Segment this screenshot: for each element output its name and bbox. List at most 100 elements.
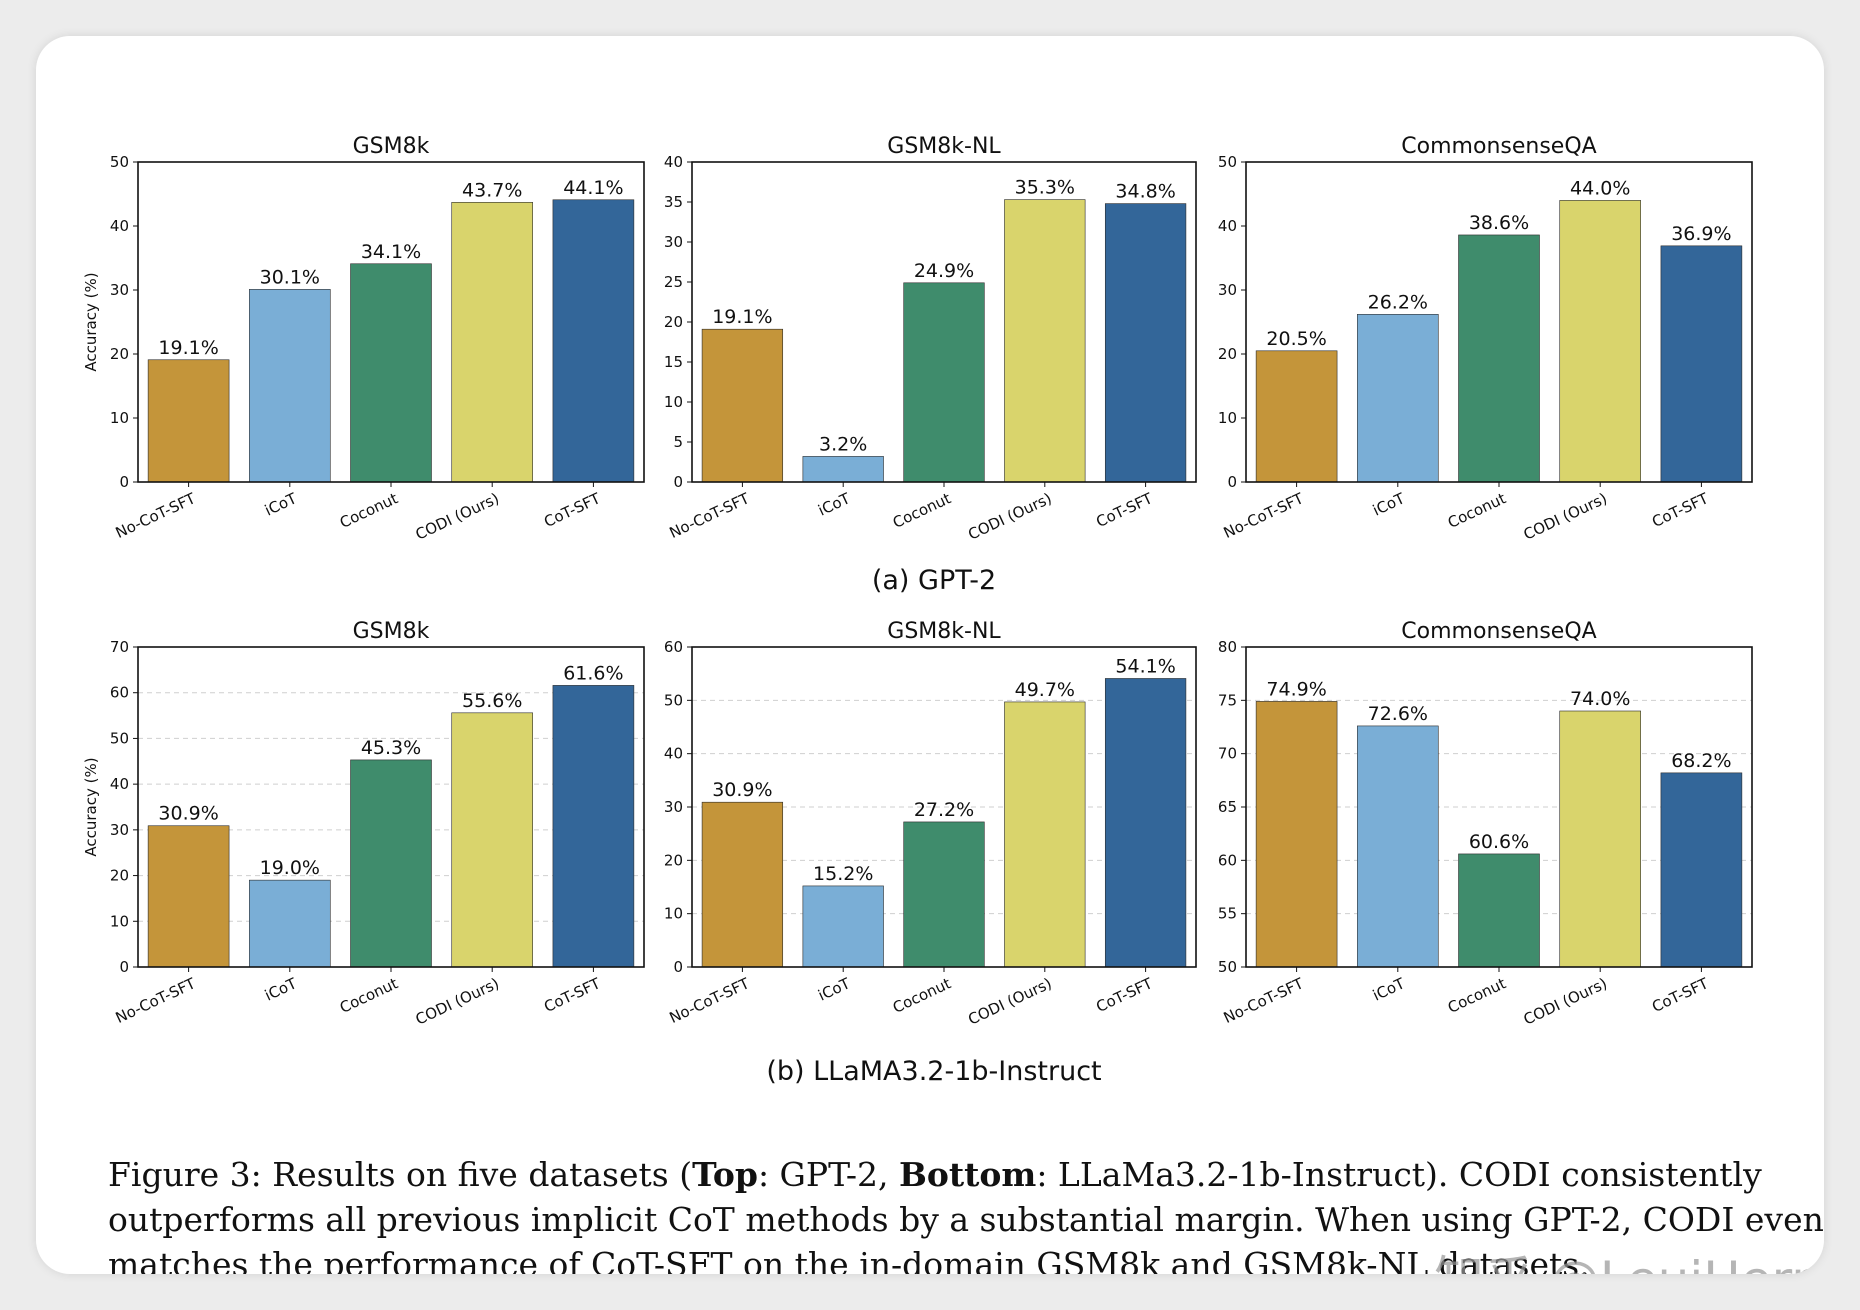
caption-top-bold: Top (692, 1155, 758, 1194)
chart-1-ytick-label: 0 (119, 473, 129, 491)
chart-1-bar-codi-ours (451, 202, 533, 483)
figure-canvas: (a) GPT-2 (b) LLaMA3.2-1b-Instruct GSM8k… (82, 134, 1753, 1087)
chart-6-bar-coconut (1458, 853, 1540, 968)
chart-5-value-label: 54.1% (1115, 655, 1175, 677)
chart-3-value-label: 44.0% (1570, 177, 1630, 199)
chart-4-value-label: 61.6% (563, 662, 623, 684)
chart-4-category-label: CoT-SFT (541, 974, 604, 1016)
chart-1-value-label: 43.7% (462, 179, 522, 201)
chart-3-bar-cot-sft (1660, 245, 1743, 483)
chart-4-frame (137, 646, 645, 968)
chart-5-value-label: 49.7% (1015, 679, 1075, 701)
chart-3-ytick-label: 10 (1218, 409, 1237, 427)
chart-1-value-label: 30.1% (260, 266, 320, 288)
chart-6-ytick-label: 55 (1218, 905, 1237, 923)
chart-4-bar-coconut (350, 759, 432, 968)
chart-5-category-label: iCoT (815, 974, 853, 1005)
chart-6-value-label: 74.0% (1570, 688, 1630, 710)
chart-4-ytick-label: 40 (110, 775, 129, 793)
caption-rest: : LLaMa3.2-1b-Instruct). CODI consistent… (108, 1155, 1824, 1274)
chart-4-ytick-label: 10 (110, 912, 129, 930)
chart-1-category-label: No-CoT-SFT (113, 489, 199, 542)
chart-2-category-label: No-CoT-SFT (667, 489, 753, 542)
chart-5-bar-icot (802, 885, 884, 968)
chart-6-category-label: No-CoT-SFT (1221, 974, 1307, 1027)
chart-4-bar-codi-ours (451, 712, 533, 968)
chart-6-value-label: 72.6% (1368, 703, 1428, 725)
chart-5-ytick-label: 0 (673, 958, 683, 976)
chart-3-ytick-label: 40 (1218, 217, 1237, 235)
chart-1-ytick-label: 10 (110, 409, 129, 427)
chart-6-bar-no-cot-sft (1255, 701, 1338, 968)
chart-3-category-label: CoT-SFT (1649, 489, 1712, 531)
chart-2-ytick-label: 35 (664, 193, 683, 211)
chart-2-ytick-label: 30 (664, 233, 683, 251)
chart-6-bar-icot (1357, 725, 1439, 968)
chart-1-value-label: 34.1% (361, 241, 421, 263)
chart-4-value-label: 55.6% (462, 690, 522, 712)
chart-5-bar-coconut (903, 821, 985, 968)
chart-4-ytick-label: 50 (110, 729, 129, 747)
chart-2-bar-cot-sft (1104, 203, 1187, 483)
chart-5-category-label: CODI (Ours) (965, 974, 1054, 1028)
chart-1-category-label: Coconut (337, 489, 401, 532)
chart-5-ytick-label: 60 (664, 638, 683, 656)
figure-caption: Figure 3: Results on five datasets (Top:… (108, 1152, 1824, 1274)
watermark: 知乎 @LeuiHern (1434, 1240, 1823, 1274)
caption-top-text: : GPT-2, (757, 1155, 899, 1194)
chart-3-category-label: No-CoT-SFT (1221, 489, 1307, 542)
chart-2-value-label: 19.1% (712, 306, 772, 328)
chart-4-value-label: 45.3% (361, 737, 421, 759)
chart-3-ytick-label: 50 (1218, 153, 1237, 171)
chart-3: CommonsenseQA 20.5% No-CoT-SFT 26.2% iCoT 38.… (1218, 134, 1753, 544)
chart-3-bar-no-cot-sft (1255, 350, 1338, 483)
chart-4-value-label: 30.9% (158, 803, 218, 825)
chart-2-value-label: 3.2% (819, 433, 867, 455)
chart-4-bar-cot-sft (552, 685, 635, 968)
chart-6-category-label: iCoT (1370, 974, 1408, 1005)
chart-3-value-label: 36.9% (1671, 223, 1731, 245)
chart-6-ytick-label: 50 (1218, 958, 1237, 976)
chart-1-bar-icot (249, 289, 331, 483)
chart-3-ytick-label: 20 (1218, 345, 1237, 363)
chart-2-ytick-label: 10 (664, 393, 683, 411)
chart-3-bar-icot (1357, 314, 1439, 483)
chart-2-ytick-label: 15 (664, 353, 683, 371)
chart-5-category-label: Coconut (890, 974, 954, 1017)
chart-2: GSM8k-NL 19.1% No-CoT-SFT 3.2% iCoT 24.9% Coco… (664, 134, 1197, 544)
chart-6: CommonsenseQA 74.9% No-CoT-SFT 72.6% iCoT 60.… (1218, 619, 1753, 1029)
chart-2-ytick-label: 0 (673, 473, 683, 491)
chart-5-ytick-label: 40 (664, 745, 683, 763)
chart-3-bar-codi-ours (1559, 200, 1641, 483)
chart-1-value-label: 19.1% (158, 337, 218, 359)
chart-4-category-label: iCoT (262, 974, 300, 1005)
chart-6-value-label: 60.6% (1469, 831, 1529, 853)
chart-6-bar-cot-sft (1660, 772, 1743, 968)
chart-6-frame (1245, 646, 1753, 968)
chart-1-bar-cot-sft (552, 199, 635, 483)
chart-2-value-label: 34.8% (1115, 181, 1175, 203)
chart-5-value-label: 15.2% (813, 863, 873, 885)
caption-bottom-bold: Bottom (899, 1155, 1037, 1194)
chart-5-value-label: 27.2% (914, 799, 974, 821)
chart-3-bar-coconut (1458, 234, 1540, 483)
chart-1-category-label: CoT-SFT (541, 489, 604, 531)
chart-2-title: GSM8k-NL (887, 134, 1001, 159)
chart-2-value-label: 35.3% (1015, 177, 1075, 199)
chart-3-value-label: 38.6% (1469, 212, 1529, 234)
chart-1-category-label: iCoT (262, 489, 300, 520)
chart-5-ytick-label: 10 (664, 905, 683, 923)
chart-1-value-label: 44.1% (563, 177, 623, 199)
chart-4-value-label: 19.0% (260, 857, 320, 879)
chart-3-category-label: iCoT (1370, 489, 1408, 520)
chart-2-bar-icot (802, 456, 884, 483)
chart-5-category-label: No-CoT-SFT (667, 974, 753, 1027)
chart-1: GSM8k 19.1% No-CoT-SFT 30.1% iCoT 34.1% Coconu… (82, 134, 645, 544)
chart-4-category-label: No-CoT-SFT (113, 974, 199, 1027)
chart-5-bar-no-cot-sft (701, 801, 784, 968)
chart-3-ytick-label: 0 (1227, 473, 1237, 491)
section-label-bottom: (b) LLaMA3.2-1b-Instruct (766, 1056, 1101, 1087)
chart-1-ytick-label: 30 (110, 281, 129, 299)
chart-2-frame (691, 161, 1197, 483)
chart-5-bar-cot-sft (1104, 678, 1187, 968)
